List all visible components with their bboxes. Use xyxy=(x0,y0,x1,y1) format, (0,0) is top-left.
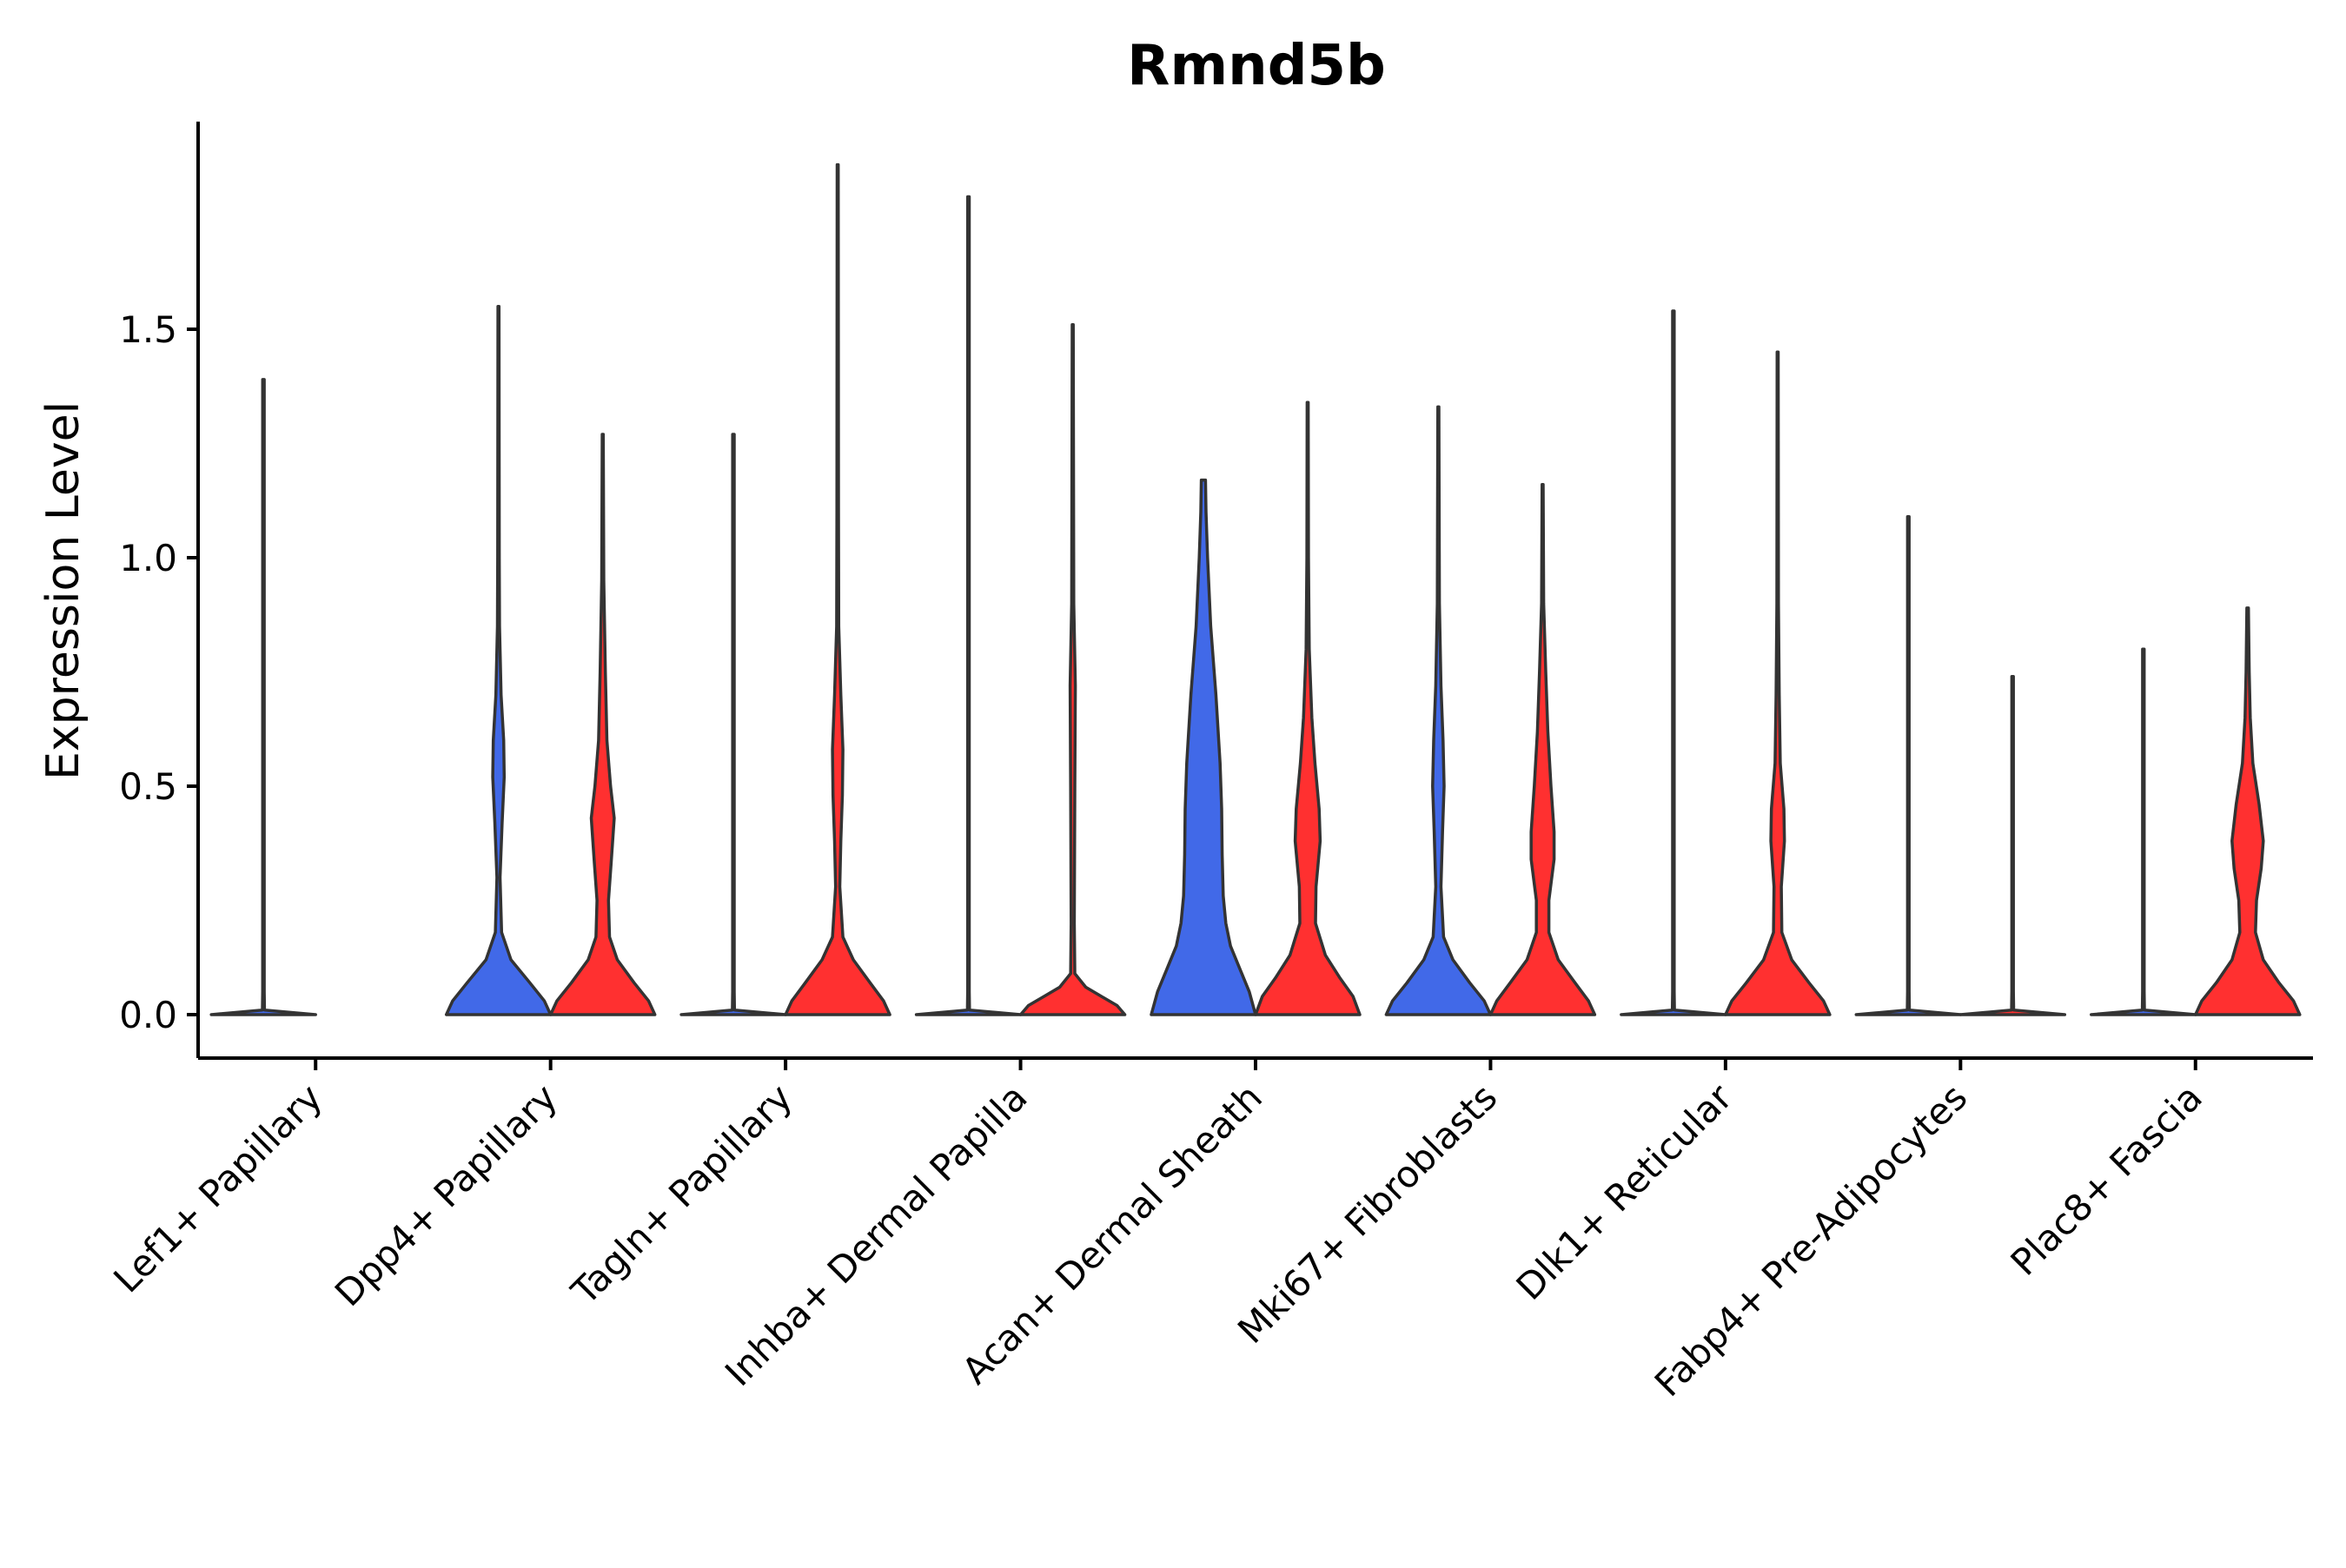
y-axis-title: Expression Level xyxy=(37,401,89,780)
violin-acan-dermal-sheath-red xyxy=(1254,400,1362,1016)
x-tick-label-plac8-fascia: Plac8+ Fascia xyxy=(2003,1075,2210,1283)
y-tick-label: 1.0 xyxy=(119,537,177,579)
violin-layer xyxy=(209,162,2302,1016)
chart-title: Rmnd5b xyxy=(1127,34,1386,98)
violin-plac8-fascia-blue xyxy=(2090,647,2197,1016)
violin-dlk1-reticular-blue xyxy=(1620,309,1727,1016)
violin-dlk1-reticular-red xyxy=(1724,350,1832,1016)
violin-inhba-dermal-papilla-blue xyxy=(914,195,1023,1016)
x-tick-label-dlk1-reticular: Dlk1+ Reticular xyxy=(1508,1075,1740,1308)
violin-mki67-fibroblasts-blue xyxy=(1384,405,1493,1016)
x-tick-label-tagln-papillary: Tagln+ Papillary xyxy=(563,1075,800,1313)
violin-acan-dermal-sheath-blue xyxy=(1150,478,1257,1016)
violin-mki67-fibroblasts-red xyxy=(1488,483,1597,1016)
y-tick-label: 0.0 xyxy=(119,994,177,1036)
violin-dpp4-papillary-blue xyxy=(444,304,553,1016)
x-tick-label-mki67-fibroblasts: Mki67+ Fibroblasts xyxy=(1229,1075,1505,1351)
y-tick-label: 1.5 xyxy=(119,308,177,351)
violin-tagln-papillary-red xyxy=(784,162,891,1016)
x-tick-label-lef1-papillary: Lef1+ Papillary xyxy=(105,1075,330,1300)
violin-inhba-dermal-papilla-red xyxy=(1018,322,1127,1016)
violin-fabp4-pre-adipocytes-red xyxy=(1958,675,2067,1016)
violin-lef1-papillary-blue xyxy=(209,378,317,1016)
violin-tagln-papillary-blue xyxy=(679,433,787,1016)
violin-plac8-fascia-red xyxy=(2194,606,2302,1016)
violin-fabp4-pre-adipocytes-blue xyxy=(1854,514,1963,1016)
x-tick-label-dpp4-papillary: Dpp4+ Papillary xyxy=(327,1075,566,1314)
y-tick-label: 0.5 xyxy=(119,765,177,808)
violin-dpp4-papillary-red xyxy=(548,433,657,1016)
